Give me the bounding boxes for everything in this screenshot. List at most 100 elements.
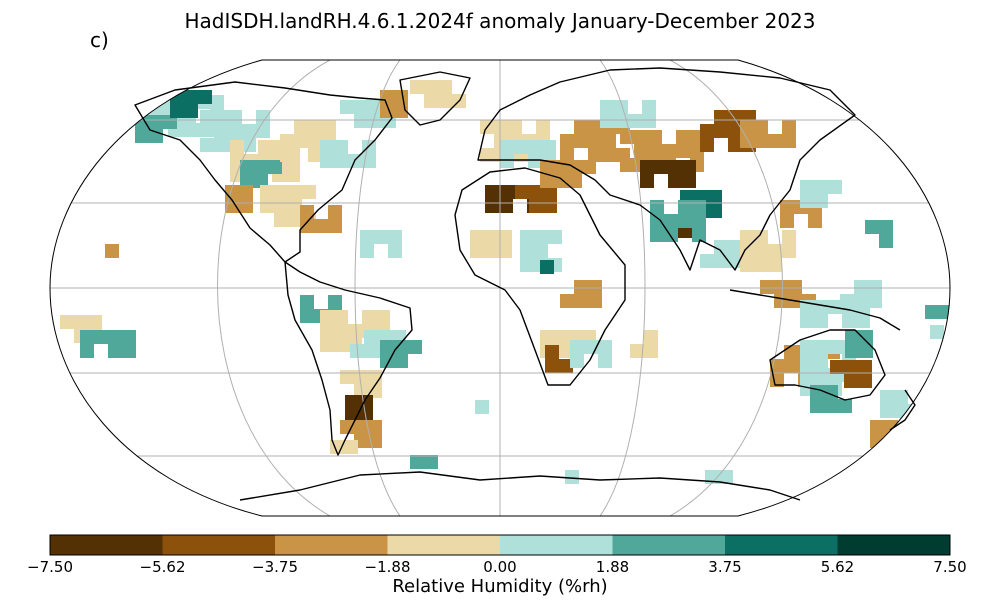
grid-cell [894,390,908,404]
grid-cell [528,154,542,168]
grid-cell [470,230,484,244]
grid-cell [692,214,706,228]
grid-cell [644,330,658,344]
grid-cell [320,140,334,154]
grid-cell [320,338,334,352]
grid-cell [314,219,328,233]
grid-cell [676,144,690,158]
grid-cell [560,134,574,148]
grid-cell [784,345,798,359]
grid-cell [280,134,294,148]
grid-cell [842,314,856,328]
grid-cell [884,420,898,434]
grid-cell [334,140,348,154]
grid-cell [845,330,859,344]
grid-cell [768,134,782,148]
grid-cell [184,104,198,118]
grid-cell [529,199,543,213]
grid-cell [368,384,382,398]
colorbar-tick-label: 1.88 [595,558,630,576]
grid-cell [754,120,768,134]
grid-cell [600,114,614,128]
grid-cell [728,124,742,138]
grid-cell [692,228,706,242]
grid-cell [200,110,214,124]
grid-cell [810,399,824,413]
chart-title: HadISDH.landRH.4.6.1.2024f anomaly Janua… [184,9,816,33]
grid-cell [548,230,562,244]
grid-cell [300,205,314,219]
grid-cell [545,359,559,373]
grid-cell [728,138,742,152]
grid-cell [870,434,884,448]
grid-cell [163,115,177,129]
grid-cell [288,199,302,213]
grid-cell [480,148,494,162]
grid-cell [260,185,274,199]
grid-cell [782,134,796,148]
grid-cell [239,185,253,199]
grid-cell [543,185,557,199]
grid-cell [424,455,438,469]
grid-cell [588,280,602,294]
grid-cell [662,144,676,158]
grid-cell [74,315,88,329]
grid-cell [588,120,602,134]
grid-cell [122,344,136,358]
grid-cell [865,220,879,234]
grid-cell [374,230,388,244]
grid-cell [560,294,574,308]
grid-cell [774,294,788,308]
grid-cell [494,120,508,134]
grid-cell [574,120,588,134]
grid-cell [714,240,728,254]
grid-cell [364,344,378,358]
grid-cell [198,90,212,104]
grid-cell [800,354,814,368]
grid-cell [520,230,534,244]
colorbar-tick-label: 3.75 [708,558,742,576]
colorbar-ticks: −7.50 −5.62 −3.75 −1.88 0.00 1.88 3.75 5.62 7.50 [0,558,1000,578]
grid-cell [814,300,828,314]
colorbar-tick-label: −3.75 [252,558,298,576]
colorbar-segment [725,535,838,555]
grid-cell [239,199,253,213]
grid-cell [678,214,692,228]
grid-cell [856,314,870,328]
grid-cell [320,154,334,168]
grid-cell [540,330,554,344]
grid-cell [602,134,616,148]
grid-cell [814,194,828,208]
grid-cell [230,140,244,154]
grid-cell [740,258,754,272]
colorbar-segment [275,535,388,555]
grid-cell [344,440,358,454]
colorbar-segment [837,535,951,555]
grid-cell [868,294,882,308]
grid-cell [828,340,842,354]
grid-cell [484,244,498,258]
grid-cell [554,330,568,344]
grid-cell [354,384,368,398]
grid-cell [650,214,664,228]
grid-cell [614,114,628,128]
grid-cell [410,455,424,469]
grid-cell [368,100,382,114]
grid-cell [708,204,722,218]
grid-cell [228,124,242,138]
grid-cell [884,434,898,448]
grid-cell [682,174,696,188]
grid-cell [328,295,342,309]
colorbar-segment [500,535,613,555]
grid-cell [559,359,573,373]
grid-cell [388,244,402,258]
colorbar-segment [387,535,501,555]
grid-cell [438,94,452,108]
grid-cell [780,214,794,228]
grid-cell [840,294,854,308]
colorbar-segment [162,535,276,555]
grid-cell [574,294,588,308]
grid-cell [676,130,690,144]
grid-cell [260,199,274,213]
grid-cell [678,200,692,214]
